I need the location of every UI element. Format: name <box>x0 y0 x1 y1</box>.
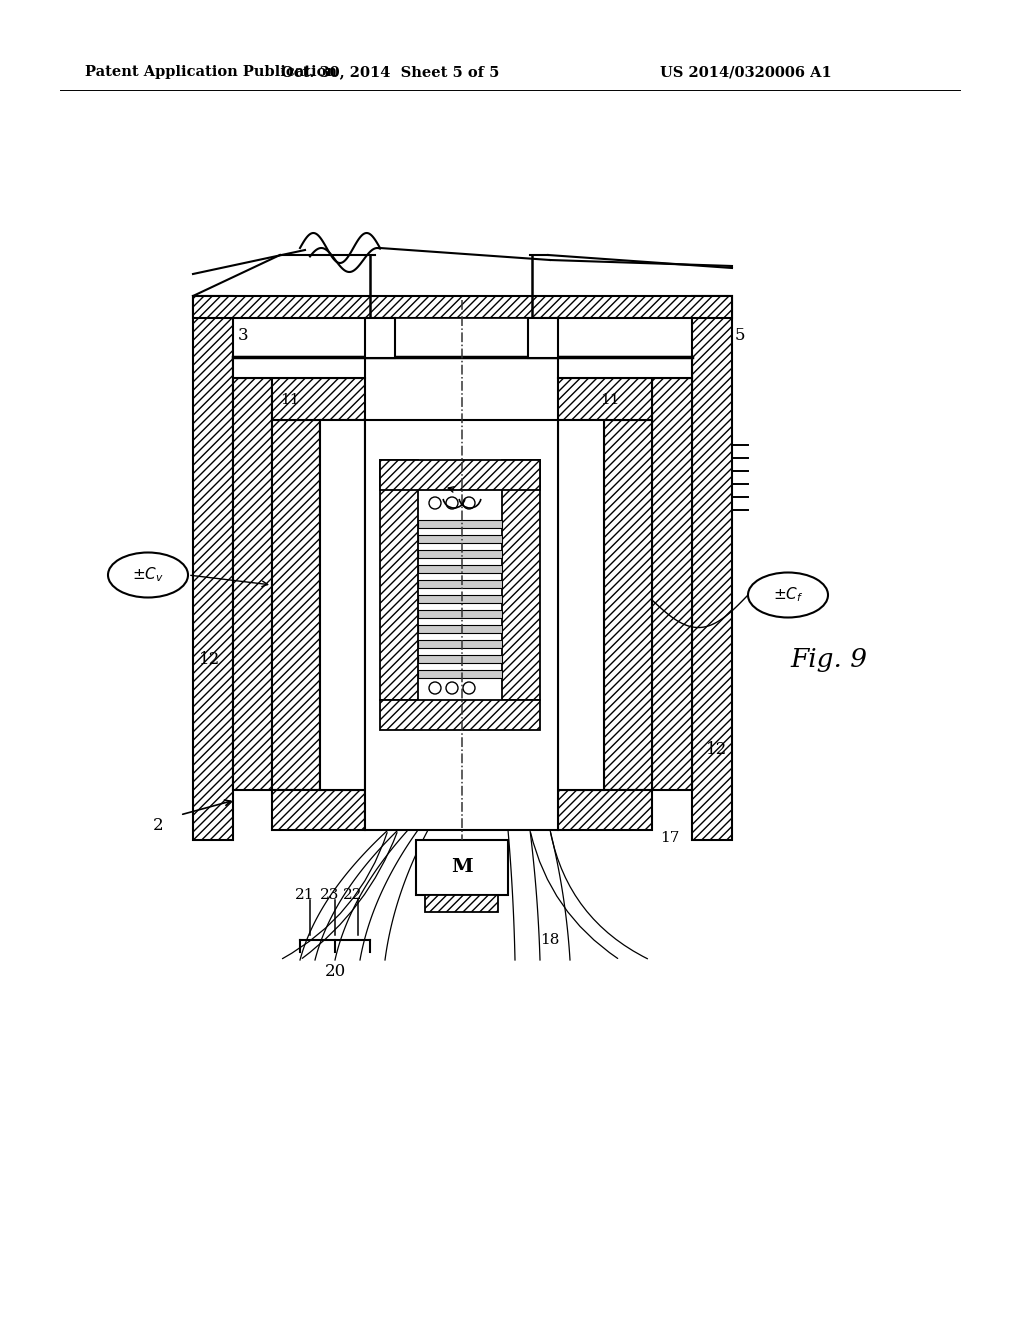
Bar <box>418 595 502 603</box>
Bar <box>418 535 502 543</box>
Text: 2: 2 <box>153 817 163 834</box>
Bar <box>692 296 732 840</box>
Text: 18: 18 <box>540 933 559 946</box>
Text: 22: 22 <box>343 888 362 902</box>
Bar <box>272 420 319 789</box>
Bar <box>418 624 502 634</box>
Text: 12: 12 <box>706 742 727 759</box>
Text: Patent Application Publication: Patent Application Publication <box>85 65 337 79</box>
Bar <box>380 459 540 490</box>
Text: 11: 11 <box>600 393 620 407</box>
Text: Z: Z <box>478 447 489 465</box>
Bar <box>418 565 502 573</box>
Circle shape <box>446 498 458 510</box>
Bar <box>233 378 272 789</box>
Text: 17: 17 <box>660 832 679 845</box>
Text: 5: 5 <box>735 326 745 343</box>
Bar <box>193 296 732 318</box>
Bar <box>272 378 365 420</box>
Bar <box>193 296 233 840</box>
Text: 12: 12 <box>199 652 220 668</box>
Bar <box>418 550 502 558</box>
Bar <box>418 520 502 528</box>
Text: 21: 21 <box>295 888 314 902</box>
Circle shape <box>463 682 475 694</box>
Bar <box>395 318 528 358</box>
Bar <box>418 579 502 587</box>
Bar <box>380 700 540 730</box>
Text: 23: 23 <box>321 888 340 902</box>
Ellipse shape <box>748 573 828 618</box>
Bar <box>558 356 692 378</box>
Bar <box>425 895 498 912</box>
Bar <box>558 378 652 420</box>
Text: 20: 20 <box>325 964 346 981</box>
Bar <box>652 378 692 789</box>
Circle shape <box>463 498 475 510</box>
Text: US 2014/0320006 A1: US 2014/0320006 A1 <box>660 65 831 79</box>
Text: Oct. 30, 2014  Sheet 5 of 5: Oct. 30, 2014 Sheet 5 of 5 <box>281 65 499 79</box>
Bar <box>418 671 502 678</box>
Bar <box>418 655 502 663</box>
Bar <box>558 789 652 830</box>
Text: 11: 11 <box>280 393 299 407</box>
Bar <box>418 640 502 648</box>
Circle shape <box>429 682 441 694</box>
Bar <box>365 420 558 830</box>
Text: Fig. 9: Fig. 9 <box>790 648 867 672</box>
Bar <box>604 420 652 789</box>
Text: 3: 3 <box>238 326 249 343</box>
Ellipse shape <box>108 553 188 598</box>
Bar <box>365 318 395 358</box>
Bar <box>416 840 508 895</box>
Text: $\pm C_v$: $\pm C_v$ <box>132 566 164 585</box>
Bar <box>502 459 540 700</box>
Bar <box>380 459 418 700</box>
Text: $\pm C_f$: $\pm C_f$ <box>773 586 803 605</box>
Bar <box>558 420 604 789</box>
Bar <box>418 610 502 618</box>
Bar <box>233 356 365 378</box>
Text: 13: 13 <box>362 461 381 475</box>
Bar <box>528 318 558 358</box>
Bar <box>272 789 365 830</box>
Circle shape <box>446 682 458 694</box>
Bar <box>319 420 365 789</box>
Text: M: M <box>452 858 473 876</box>
Circle shape <box>429 498 441 510</box>
Text: 14: 14 <box>495 673 514 686</box>
